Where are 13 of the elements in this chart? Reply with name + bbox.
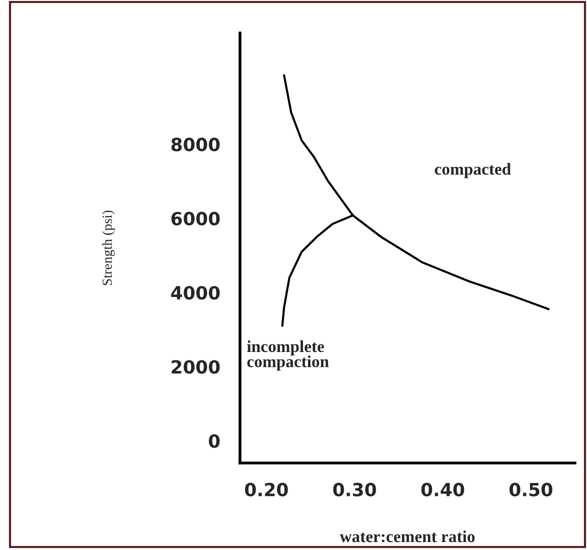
y-tick-label: 8000	[171, 138, 220, 152]
x-tick-label: 0.50	[510, 482, 552, 496]
y-tick-label: 2000	[172, 360, 220, 374]
x-axis-title: water:cement ratio	[340, 530, 475, 542]
annotation: compacted	[434, 163, 511, 178]
x-tick-label: 0.40	[421, 482, 464, 496]
y-tick-label: 6000	[171, 212, 220, 226]
y-axis-title: Strength (psi)	[102, 210, 115, 286]
y-tick-label: 0	[208, 434, 220, 448]
y-tick-label: 4000	[171, 286, 220, 300]
x-tick-label: 0.20	[245, 482, 288, 496]
annotation: incomplete compaction	[247, 340, 329, 371]
x-tick-label: 0.30	[333, 482, 376, 496]
